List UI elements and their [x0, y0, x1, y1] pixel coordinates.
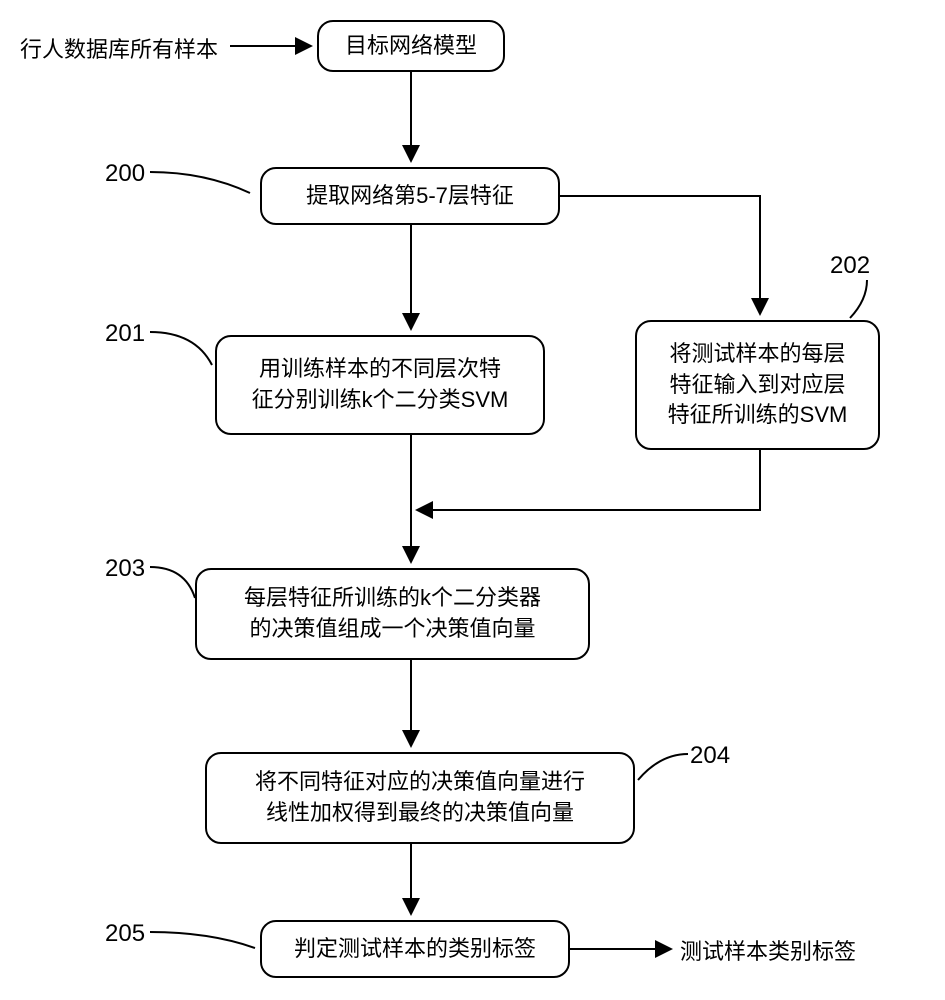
- label-205: 205: [105, 920, 145, 948]
- label-203: 203: [105, 555, 145, 583]
- node-205: 判定测试样本的类别标签: [260, 920, 570, 978]
- label-200: 200: [105, 160, 145, 188]
- label-202: 202: [830, 252, 870, 280]
- node-203: 每层特征所训练的k个二分类器的决策值组成一个决策值向量: [195, 568, 590, 660]
- node-target-model: 目标网络模型: [317, 20, 505, 72]
- node-201: 用训练样本的不同层次特征分别训练k个二分类SVM: [215, 335, 545, 435]
- output-text: 测试样本类别标签: [680, 938, 856, 967]
- node-204: 将不同特征对应的决策值向量进行线性加权得到最终的决策值向量: [205, 752, 635, 844]
- connectors: [0, 0, 945, 1000]
- node-200: 提取网络第5-7层特征: [260, 167, 560, 225]
- input-text: 行人数据库所有样本: [20, 36, 218, 65]
- node-202: 将测试样本的每层特征输入到对应层特征所训练的SVM: [635, 320, 880, 450]
- label-204: 204: [690, 742, 730, 770]
- label-201: 201: [105, 320, 145, 348]
